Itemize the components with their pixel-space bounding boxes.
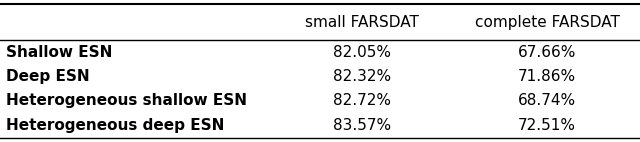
Text: Heterogeneous deep ESN: Heterogeneous deep ESN <box>6 118 225 133</box>
Text: 82.72%: 82.72% <box>333 93 390 108</box>
Text: 68.74%: 68.74% <box>518 93 576 108</box>
Text: Deep ESN: Deep ESN <box>6 69 90 84</box>
Text: 82.32%: 82.32% <box>333 69 390 84</box>
Text: 72.51%: 72.51% <box>518 118 576 133</box>
Text: Heterogeneous shallow ESN: Heterogeneous shallow ESN <box>6 93 248 108</box>
Text: 67.66%: 67.66% <box>518 44 577 59</box>
Text: 71.86%: 71.86% <box>518 69 576 84</box>
Text: complete FARSDAT: complete FARSDAT <box>475 14 620 30</box>
Text: Shallow ESN: Shallow ESN <box>6 44 113 59</box>
Text: 82.05%: 82.05% <box>333 44 390 59</box>
Text: 83.57%: 83.57% <box>333 118 390 133</box>
Text: small FARSDAT: small FARSDAT <box>305 14 419 30</box>
